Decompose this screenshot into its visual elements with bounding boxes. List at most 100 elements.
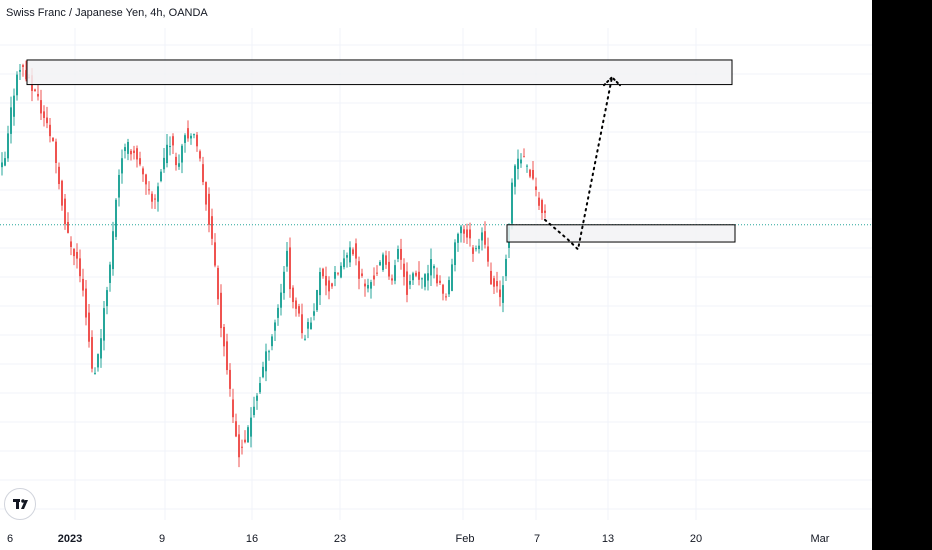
candle-body	[466, 229, 468, 238]
candle-body	[88, 312, 90, 342]
candle	[529, 168, 531, 179]
price-chart[interactable]: 6 2023 9 16 23 Feb 7 13 20 Mar	[0, 0, 872, 550]
candle-body	[85, 288, 87, 318]
candle-body	[250, 417, 252, 437]
candle-body	[100, 338, 102, 359]
candle-body	[175, 156, 177, 166]
candle-body	[229, 369, 231, 389]
candle	[433, 264, 435, 279]
candle-body	[103, 308, 105, 341]
candle	[55, 138, 57, 174]
candle-body	[538, 197, 540, 206]
candle	[298, 303, 300, 317]
candle-body	[277, 307, 279, 318]
candle	[70, 236, 72, 256]
candle	[64, 194, 66, 230]
candle	[133, 145, 135, 160]
x-axis: 6 2023 9 16 23 Feb 7 13 20 Mar	[7, 533, 830, 545]
candle-body	[517, 158, 519, 170]
candle-body	[424, 274, 426, 287]
candle-body	[181, 145, 183, 163]
candle-body	[82, 278, 84, 291]
supply-zone-rectangle[interactable]	[26, 59, 733, 86]
candle-body	[109, 264, 111, 283]
candle	[334, 265, 336, 287]
candle	[52, 137, 54, 142]
candle	[517, 149, 519, 180]
candle-body	[502, 285, 504, 303]
candle-body	[202, 164, 204, 183]
candle	[538, 191, 540, 211]
candle-body	[526, 165, 528, 167]
candle-body	[259, 383, 261, 393]
tradingview-logo-icon[interactable]	[4, 488, 36, 520]
candle	[469, 222, 471, 247]
candle	[172, 133, 174, 154]
candle	[328, 276, 330, 300]
candle-body	[406, 271, 408, 295]
x-tick-label: 16	[246, 533, 258, 545]
x-tick-label: 9	[159, 533, 165, 545]
candle-body	[322, 268, 324, 277]
candle	[286, 241, 288, 272]
candle	[244, 430, 246, 444]
candle-body	[403, 263, 405, 277]
candle-body	[262, 366, 264, 378]
candle-body	[253, 406, 255, 416]
candle-body	[172, 136, 174, 146]
candle-body	[439, 280, 441, 283]
candle-body	[430, 259, 432, 276]
candle-body	[418, 271, 420, 280]
candle	[151, 191, 153, 209]
candle-body	[487, 246, 489, 262]
candle-body	[94, 372, 96, 374]
candle-body	[478, 245, 480, 250]
candle	[97, 353, 99, 372]
candle	[16, 71, 18, 101]
candle-body	[55, 141, 57, 163]
candle-body	[358, 261, 360, 279]
candle-body	[79, 258, 81, 277]
candle-body	[343, 258, 345, 268]
candle	[361, 268, 363, 278]
projection-path[interactable]	[544, 76, 613, 252]
candle-body	[499, 289, 501, 298]
candle	[343, 249, 345, 270]
candle-body	[235, 421, 237, 437]
candle	[496, 271, 498, 293]
candle	[352, 247, 354, 256]
candle	[262, 361, 264, 379]
candle	[100, 328, 102, 368]
candle	[235, 413, 237, 438]
candle	[514, 164, 516, 195]
candle	[415, 270, 417, 278]
candle	[349, 241, 351, 267]
x-tick-label: 23	[334, 533, 346, 545]
candle-body	[25, 70, 27, 80]
candle-body	[364, 283, 366, 287]
candle-body	[49, 124, 51, 137]
chart-area[interactable]: 6 2023 9 16 23 Feb 7 13 20 Mar Swiss Franc / Japa…	[0, 0, 872, 550]
candle	[532, 160, 534, 181]
candle	[247, 425, 249, 443]
candle-body	[154, 198, 156, 200]
candle	[442, 283, 444, 301]
candle	[163, 148, 165, 173]
candle	[1, 152, 3, 176]
candle-body	[511, 182, 513, 224]
candle-body	[226, 341, 228, 371]
candle-body	[247, 427, 249, 443]
candle	[124, 143, 126, 159]
candle	[427, 264, 429, 291]
candle	[25, 60, 27, 82]
candle-body	[391, 278, 393, 281]
candle	[148, 181, 150, 195]
candle	[292, 285, 294, 309]
x-tick-label: Feb	[456, 533, 475, 545]
candle-body	[463, 229, 465, 234]
candle	[370, 279, 372, 299]
candle-body	[178, 163, 180, 167]
demand-zone-rectangle[interactable]	[506, 224, 736, 243]
candle	[484, 221, 486, 249]
candle	[481, 227, 483, 251]
